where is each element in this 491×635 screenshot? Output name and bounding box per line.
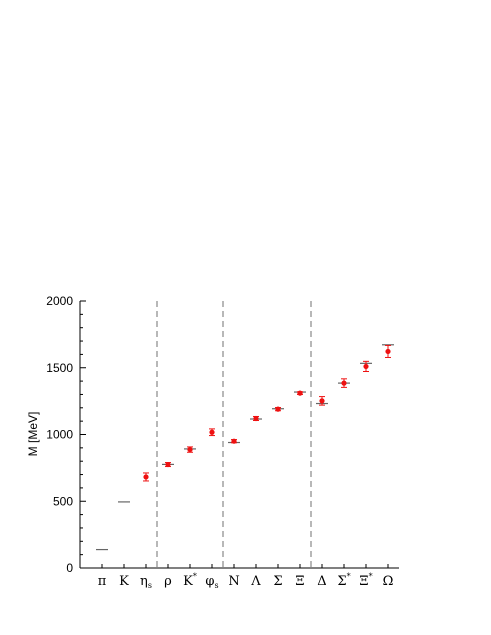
- x-category-label: ηs: [140, 574, 152, 590]
- x-category-label: Δ: [317, 574, 326, 589]
- y-tick-label: 2000: [46, 294, 73, 308]
- computed-mass-point: [297, 390, 303, 396]
- x-category-label: Ξ: [295, 574, 304, 589]
- x-category-label: ρ: [164, 574, 172, 589]
- y-tick-label: 1000: [46, 428, 73, 442]
- axes: [79, 301, 399, 569]
- x-category-label: Λ: [250, 574, 261, 589]
- computed-mass-point: [385, 348, 391, 355]
- group-separators: [156, 301, 312, 568]
- computed-mass-point: [253, 415, 259, 422]
- computed-mass-point: [275, 406, 281, 412]
- y-tick-label: 0: [66, 561, 73, 575]
- x-category-label: Ξ*: [359, 572, 372, 589]
- computed-mass-point: [231, 438, 237, 444]
- x-category-label: Σ: [273, 574, 282, 589]
- y-axis-ticks: 0 500 1000 1500 2000: [46, 294, 86, 575]
- x-category-label: K*: [183, 572, 197, 589]
- x-category-label: π: [98, 574, 107, 589]
- computed-mass-point: [165, 461, 171, 468]
- data-marks: [96, 344, 394, 551]
- computed-mass-point: [319, 398, 325, 404]
- computed-mass-point: [363, 363, 369, 370]
- computed-mass-point: [143, 474, 149, 480]
- x-category-label: N: [228, 574, 239, 589]
- computed-mass-point: [209, 429, 215, 435]
- computed-mass-point: [187, 446, 193, 453]
- x-category-label: φs: [205, 574, 218, 590]
- y-tick-label: 500: [53, 494, 73, 508]
- y-tick-label: 1500: [46, 361, 73, 375]
- computed-mass-point: [341, 380, 347, 386]
- x-category-label: Ω: [383, 574, 394, 589]
- x-category-label: K: [119, 574, 129, 589]
- y-axis-label: M [MeV]: [26, 412, 40, 457]
- x-category-label: Σ*: [337, 572, 350, 589]
